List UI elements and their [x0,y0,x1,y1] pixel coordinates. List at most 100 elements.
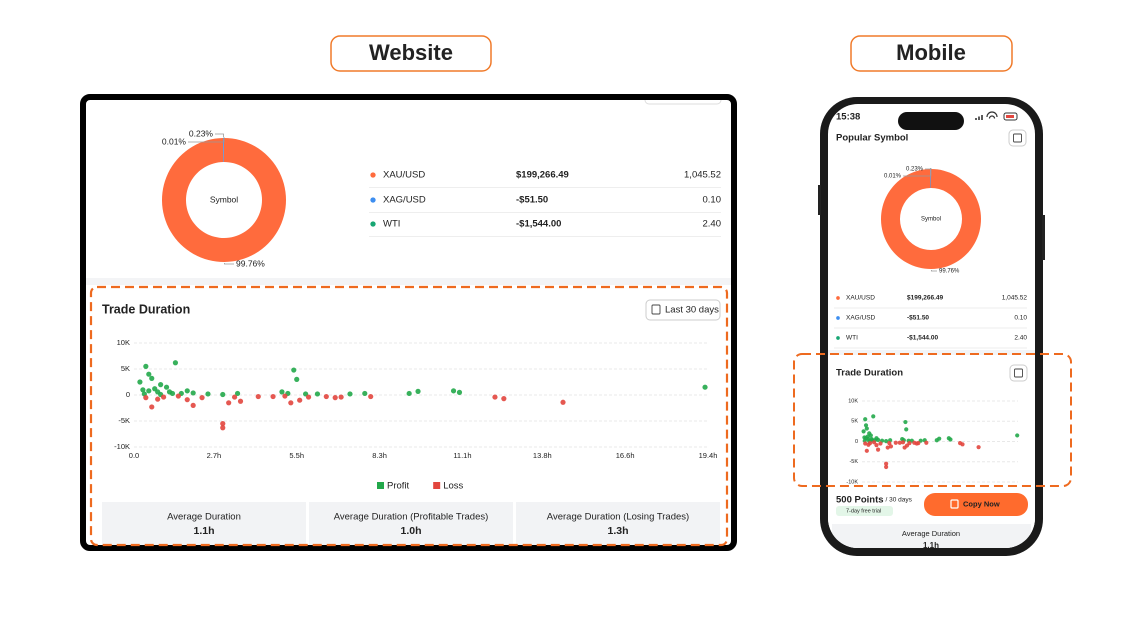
scatter-point [163,384,170,390]
filter-button[interactable] [645,299,721,321]
scatter-point [279,389,285,395]
scatter-point [297,397,303,403]
scatter-point [1015,433,1020,438]
x-tick-label: 8.3h [372,451,387,460]
scatter-point [184,388,190,394]
scatter-point [863,423,869,428]
copy-label: Copy Now [963,499,1000,508]
scatter-point [897,440,902,445]
scatter-point [863,417,868,422]
symbol-quantity: 2.40 [1014,335,1027,342]
scatter-point [924,440,929,445]
scatter-point [864,426,869,431]
chart-title: Trade Duration [836,368,903,379]
scatter-point [160,394,167,400]
x-tick-label: 5.5h [289,451,304,460]
leader-line [188,137,225,143]
legend-dot [370,172,376,178]
scatter-point [149,404,155,410]
scatter-point [904,427,909,432]
scatter-point [702,384,708,390]
scatter-point [143,395,149,401]
scatter-point [220,421,226,427]
x-tick-label: 13.8h [533,451,552,460]
scatter-point [149,375,155,381]
calendar-button[interactable] [1009,364,1028,382]
scatter-point [314,391,321,397]
scatter-point [406,390,412,397]
pie-label: 0.23% [906,167,924,173]
highlight-box [793,353,1072,487]
trial-label: 7-day free trial [846,508,881,514]
scatter-point [175,393,181,399]
pie-slice [881,169,982,269]
scatter-point [884,438,889,444]
scatter-point [456,389,463,395]
pie-label: 0.23% [189,128,214,138]
y-tick-label: 0 [126,390,130,399]
scatter-point [450,388,457,394]
stat-label: Average Duration (Profitable Trades) [334,512,489,523]
y-tick-label: 5K [851,419,858,425]
scatter-point [893,440,898,445]
stat-box [832,524,1031,548]
pie-center-label: Symbol [921,217,941,223]
chart-title: Trade Duration [102,302,190,316]
y-tick-label: -10K [846,479,858,485]
y-tick-label: 10K [848,398,858,404]
scatter-point [948,437,953,442]
symbol-amount: -$1,544.00 [907,335,938,342]
y-tick-label: -5K [118,416,130,425]
pie-slice [162,138,287,263]
symbol-name: XAU/USD [846,295,875,302]
symbol-amount: -$51.50 [516,195,548,206]
scatter-point [294,376,300,382]
dynamic-island [898,112,964,130]
points-period: / 30 days [886,497,913,504]
legend-label: Loss [443,481,463,492]
highlight-box [89,285,729,547]
wifi [986,111,998,119]
scatter-point [288,400,294,406]
symbol-quantity: 2.40 [703,219,722,230]
scatter-point [368,393,374,400]
copy-button[interactable] [924,493,1028,516]
y-tick-label: 10K [117,338,130,347]
hidden-button [644,100,722,105]
legend-dot [836,316,840,320]
calendar-button[interactable] [1008,129,1027,147]
symbol-amount: $199,266.49 [907,295,944,302]
scatter-point [166,389,173,395]
symbol-amount: $199,266.49 [516,170,569,181]
scatter-point [255,393,261,400]
scatter-point [270,393,276,400]
scatter-point [146,388,152,394]
battery-level [1006,115,1014,118]
legend-dot [370,197,376,203]
x-tick-label: 11.1h [453,451,471,460]
pie-label: 99.76% [939,269,960,275]
scatter-point [415,388,421,394]
calendar-icon [651,304,661,315]
legend-dot [836,296,840,300]
pie-label: 0.01% [884,174,902,180]
scatter-point [199,395,205,401]
pie-label: 0.01% [162,136,187,146]
scatter-point [155,396,161,402]
stat-value: 1.1h [193,525,214,537]
scatter-point [190,390,196,396]
stat-box [516,502,720,545]
scatter-point [884,464,889,470]
filter-label: Last 30 days [665,305,719,316]
x-tick-label: 0.0 [129,451,139,460]
symbol-name: XAU/USD [383,170,425,181]
trial-badge [836,506,893,516]
scatter-point [137,379,143,385]
leader-line [215,133,224,138]
symbol-amount: -$1,544.00 [516,219,561,230]
section-label: Mobile [896,40,966,65]
scatter-point [884,461,889,466]
calendar-icon [1014,368,1023,378]
y-tick-label: -10K [114,442,130,451]
y-tick-label: -5K [849,459,858,465]
